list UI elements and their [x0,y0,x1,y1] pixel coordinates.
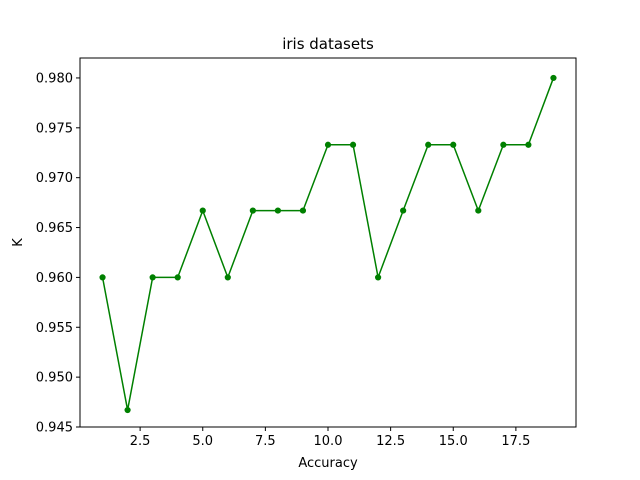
data-point [149,274,156,281]
data-point [525,141,532,148]
y-axis-title: K [11,238,26,247]
data-point [450,141,457,148]
data-point [475,207,482,214]
data-point [249,207,256,214]
series-layer [99,74,557,414]
data-point [400,207,407,214]
data-point [425,141,432,148]
y-tick-label: 0.975 [36,121,73,136]
data-point [324,141,332,148]
x-tick-label: 17.5 [501,434,530,449]
data-point [224,274,231,281]
data-point [500,141,507,148]
y-tick-label: 0.965 [36,221,73,236]
y-tick-label: 0.980 [36,71,73,86]
y-tick-label: 0.960 [36,271,73,286]
x-tick-label: 15.0 [439,434,468,449]
axes: 2.5 5.0 7.5 10.0 12.5 15.0 17.5 0.945 0.950 0.955… [36,71,531,449]
data-point [375,274,382,281]
y-tick-label: 0.955 [36,321,73,336]
x-tick-label: 12.5 [376,434,405,449]
data-point [124,406,131,414]
x-tick-label: 2.5 [130,434,151,449]
data-point [199,207,206,214]
x-axis-title: Accuracy [298,456,358,471]
data-point [274,207,281,214]
data-point [550,74,557,82]
data-point [349,141,357,148]
chart-title: iris datasets [282,35,374,53]
y-tick-label: 0.950 [36,371,73,386]
y-tick-label: 0.945 [36,421,73,436]
y-tick-label: 0.970 [36,171,73,186]
x-tick-label: 5.0 [192,434,213,449]
data-point [99,274,106,281]
x-tick-label: 10.0 [314,434,343,449]
x-tick-label: 7.5 [255,434,276,449]
data-point [299,207,307,214]
data-point [174,274,181,281]
plot-frame [79,57,577,428]
